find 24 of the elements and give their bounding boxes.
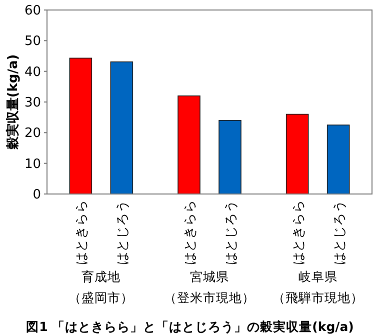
text: 図1 「はときらら」と「はとじろう」の穀実収量(kg/a): [26, 319, 354, 334]
y-axis-title: 穀実収量(kg/a): [5, 54, 21, 151]
bar: [218, 120, 242, 194]
bar: [69, 58, 92, 194]
y-tick-label: 30: [24, 96, 41, 110]
y-tick-label: 40: [24, 64, 41, 80]
bar: [326, 124, 350, 194]
text: はときらら: [183, 200, 198, 265]
y-tick-label: 10: [24, 156, 41, 172]
x-tick-label: 岐阜県（飛騨市現地）: [272, 269, 364, 305]
bar: [286, 114, 309, 194]
text: はときらら: [291, 200, 306, 265]
bar: [110, 61, 134, 194]
y-tick-label: 50: [24, 34, 41, 50]
text: はときらら: [74, 200, 90, 265]
x-tick-label: 育成地（盛岡市）: [68, 269, 134, 305]
y-tick-label: 20: [24, 126, 41, 142]
x-tick-label: 宮城県（登米市現地）: [164, 269, 255, 305]
text: はとじろう: [224, 200, 239, 265]
y-tick-label: 60: [24, 4, 41, 18]
text: はとじろう: [116, 200, 131, 265]
y-tick-label: 0: [32, 188, 41, 202]
bar: [178, 95, 200, 194]
text: はとじろう: [332, 200, 348, 265]
